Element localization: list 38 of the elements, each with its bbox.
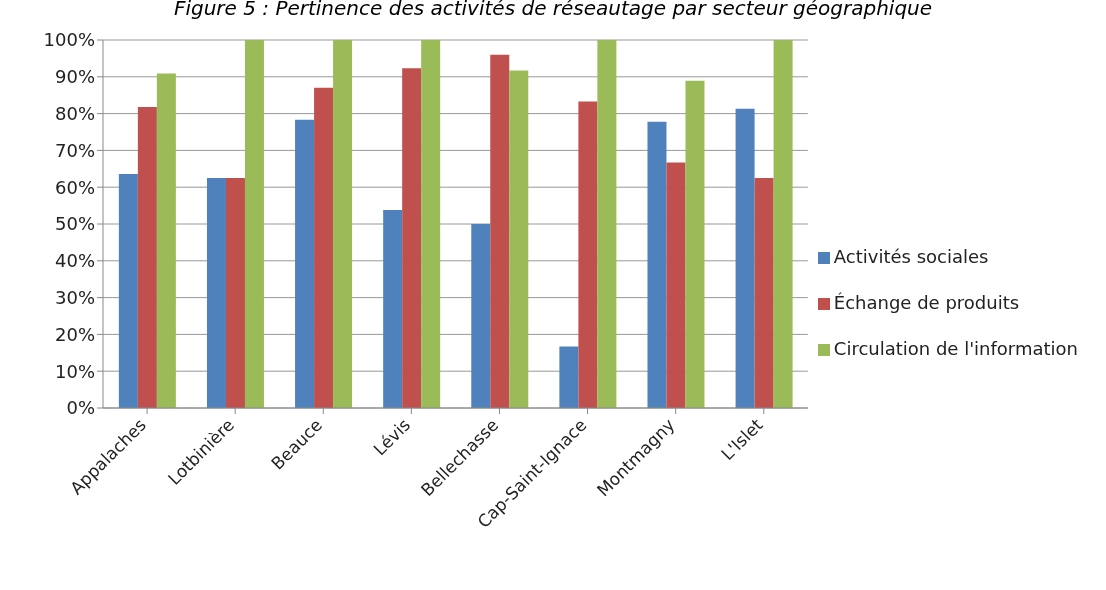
bar <box>735 108 755 408</box>
y-tick-label: 90% <box>54 66 95 88</box>
bar <box>295 119 315 408</box>
bar <box>206 178 226 408</box>
bar <box>244 40 264 408</box>
bar <box>156 73 176 408</box>
bar <box>383 210 403 408</box>
y-tick-label: 10% <box>54 360 95 382</box>
bar <box>685 80 705 408</box>
bar <box>137 106 157 408</box>
y-tick-label: 100% <box>43 29 95 51</box>
bar <box>647 121 667 408</box>
legend-label: Circulation de l'information <box>833 338 1078 359</box>
bar <box>559 346 579 408</box>
y-tick-label: 20% <box>54 323 95 345</box>
y-tick-label: 40% <box>54 250 95 272</box>
bar <box>225 178 245 408</box>
bar <box>509 70 529 408</box>
y-tick-label: 80% <box>54 102 95 124</box>
y-tick-label: 70% <box>54 139 95 161</box>
y-tick-label: 60% <box>54 176 95 198</box>
bar <box>597 40 617 408</box>
bar <box>314 87 334 408</box>
y-tick-label: 30% <box>54 286 95 308</box>
bar <box>578 101 598 408</box>
bar <box>333 40 353 408</box>
y-tick-label: 50% <box>54 213 95 235</box>
bar <box>402 68 422 408</box>
legend-label: Échange de produits <box>833 292 1020 313</box>
y-tick-label: 0% <box>66 397 95 419</box>
bar <box>490 54 510 408</box>
bar <box>666 162 686 408</box>
bar <box>421 40 441 408</box>
bar <box>773 40 793 408</box>
bar <box>118 173 138 408</box>
legend-label: Activités sociales <box>833 246 989 267</box>
bar <box>754 178 774 408</box>
bar <box>471 224 491 408</box>
